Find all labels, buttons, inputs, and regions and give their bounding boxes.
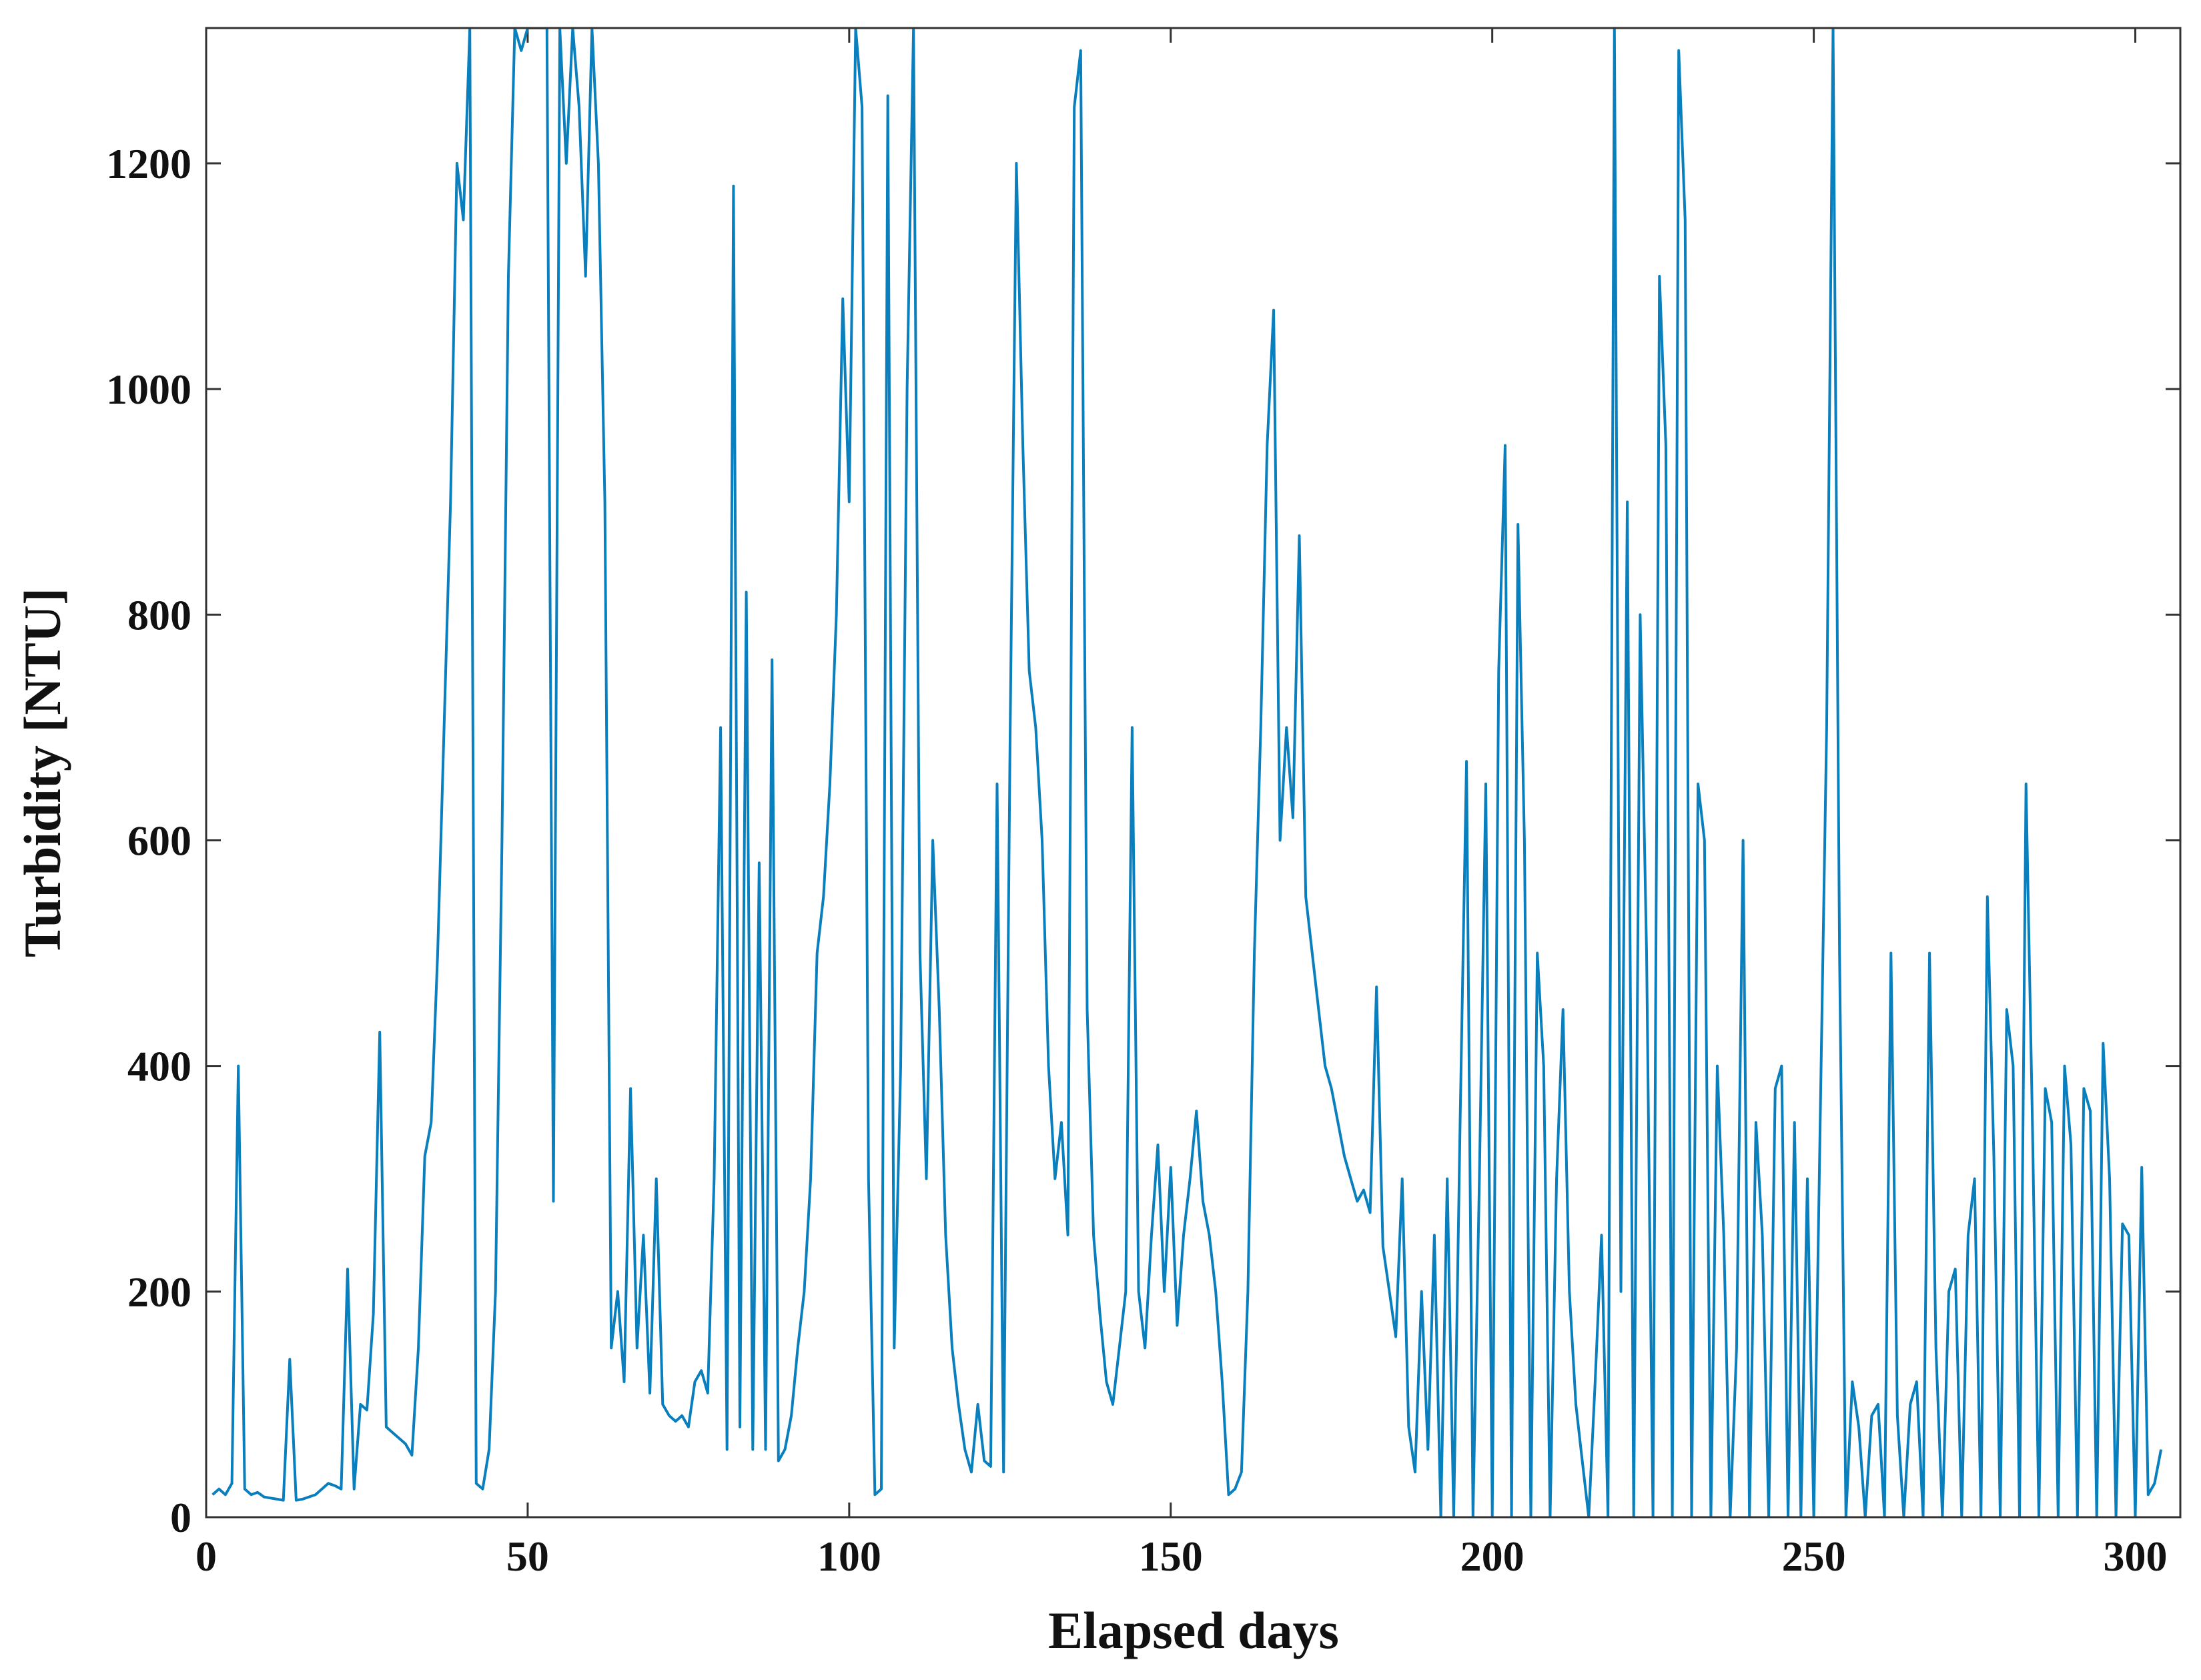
x-tick-label: 200	[1460, 1533, 1524, 1580]
y-tick-label: 600	[127, 817, 191, 864]
y-tick-label: 800	[127, 591, 191, 639]
plot-frame	[205, 27, 2182, 1519]
y-tick-label: 0	[170, 1494, 191, 1541]
y-tick-label: 200	[127, 1268, 191, 1316]
x-tick-label: 250	[1782, 1533, 1846, 1580]
y-tick-label: 400	[127, 1043, 191, 1090]
y-tick-label: 1200	[106, 140, 191, 187]
x-tick-label: 100	[817, 1533, 881, 1580]
line	[211, 28, 2163, 1517]
y-axis-label: Turbidity [NTU]	[13, 588, 71, 957]
x-tick-label: 50	[506, 1533, 549, 1580]
x-tick-label: 300	[2104, 1533, 2168, 1580]
y-tick-label: 1000	[106, 366, 191, 413]
x-tick-label: 0	[195, 1533, 217, 1580]
x-tick-label: 150	[1139, 1533, 1203, 1580]
x-axis-label: Elapsed days	[1048, 1601, 1339, 1659]
